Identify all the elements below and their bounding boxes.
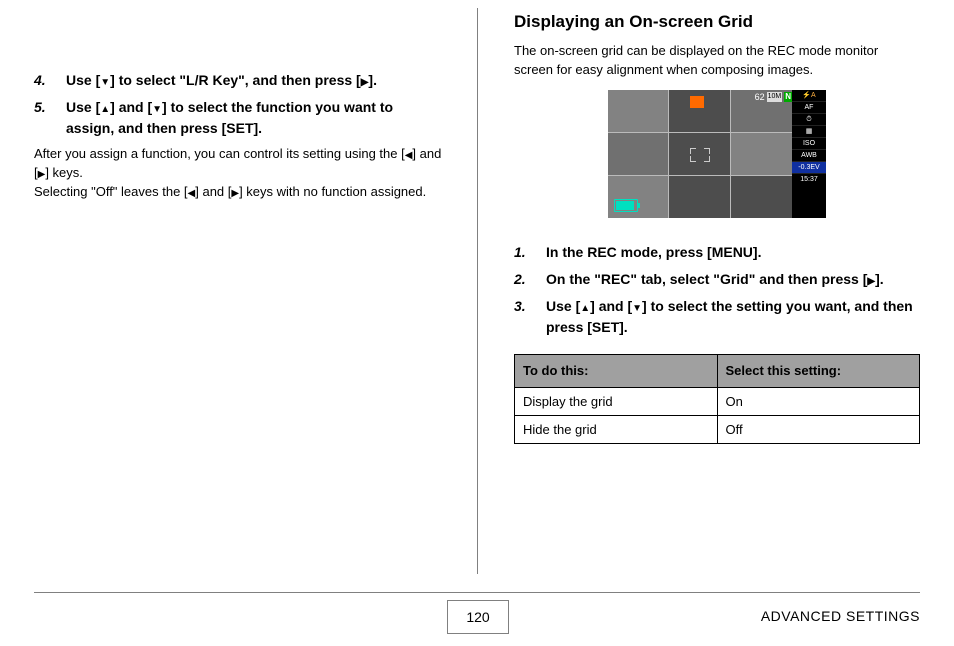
- step-4-body: Use [ ] to select "L/R Key", and then pre…: [66, 70, 444, 91]
- table-header-row: To do this: Select this setting:: [515, 354, 920, 387]
- focus-frame-icon: [690, 148, 710, 162]
- step-5-num: 5.: [34, 97, 56, 139]
- lb2a: Selecting "Off" leaves the [: [34, 184, 188, 199]
- step-3: 3. Use [] and [] to select the setting y…: [514, 296, 920, 338]
- step-1: 1. In the REC mode, press [MENU].: [514, 242, 920, 263]
- size-badge: 10M: [767, 92, 783, 102]
- step5-b: ] and [: [110, 99, 152, 115]
- meter-icon: ▦: [792, 126, 826, 138]
- step-4: 4. Use [ ] to select "L/R Key", and then …: [34, 70, 444, 91]
- left-body-1: After you assign a function, you can con…: [34, 145, 444, 183]
- timer-icon: ⏱: [792, 114, 826, 126]
- flash-icon: ⚡A: [792, 90, 826, 102]
- grid-line: [608, 132, 792, 133]
- table-row: Display the grid On: [515, 387, 920, 415]
- right-key-icon: [867, 269, 875, 290]
- step-3-body: Use [] and [] to select the setting you …: [546, 296, 920, 338]
- step-5-body: Use [] and [] to select the function you…: [66, 97, 444, 139]
- grid-cell: [608, 90, 668, 132]
- lb1c: ] keys.: [45, 165, 83, 180]
- ev-label: -0.3EV: [792, 162, 826, 174]
- table-cell: Display the grid: [515, 387, 718, 415]
- time-label: 15:37: [792, 174, 826, 185]
- table-cell: Hide the grid: [515, 415, 718, 443]
- step1-text: In the REC mode, press [MENU].: [546, 244, 761, 260]
- grid-cell: [731, 133, 792, 175]
- grid-line: [730, 90, 731, 218]
- table-header: To do this:: [515, 354, 718, 387]
- left-body-2: Selecting "Off" leaves the [ ] and [ ] key…: [34, 183, 444, 202]
- step-5: 5. Use [] and [] to select the function …: [34, 97, 444, 139]
- step-3-num: 3.: [514, 296, 536, 338]
- step5-a: Use [: [66, 99, 100, 115]
- up-key-icon: [580, 296, 590, 317]
- step4-c: ].: [368, 72, 377, 88]
- footer-divider: [34, 592, 920, 593]
- grid-line: [608, 175, 792, 176]
- table-cell: On: [717, 387, 920, 415]
- step-1-body: In the REC mode, press [MENU].: [546, 242, 920, 263]
- rec-indicator-icon: [690, 96, 704, 108]
- shots-remaining: 62: [755, 92, 765, 102]
- af-label: AF: [792, 102, 826, 114]
- table-header: Select this setting:: [717, 354, 920, 387]
- up-key-icon: [100, 97, 110, 118]
- lb2c: ] keys with no function assigned.: [239, 184, 426, 199]
- grid-cell: [608, 133, 668, 175]
- step2-a: On the "REC" tab, select "Grid" and then…: [546, 271, 867, 287]
- lb2b: ] and [: [195, 184, 231, 199]
- settings-table: To do this: Select this setting: Display…: [514, 354, 920, 444]
- down-key-icon: [152, 97, 162, 118]
- down-key-icon: [100, 70, 110, 91]
- step-2-body: On the "REC" tab, select "Grid" and then…: [546, 269, 920, 290]
- camera-screenshot: 62 10M N ⚡A AF ⏱ ▦ ISO AWB -0.3EV 15:37: [608, 90, 826, 218]
- page-number: 120: [447, 600, 509, 634]
- quality-badge: N: [784, 92, 792, 102]
- left-column: 4. Use [ ] to select "L/R Key", and then …: [34, 0, 444, 202]
- grid-line: [668, 90, 669, 218]
- footer-label: ADVANCED SETTINGS: [761, 608, 920, 624]
- step-2-num: 2.: [514, 269, 536, 290]
- step-1-num: 1.: [514, 242, 536, 263]
- battery-icon: [614, 199, 638, 212]
- awb-label: AWB: [792, 150, 826, 162]
- iso-label: ISO: [792, 138, 826, 150]
- step4-a: Use [: [66, 72, 100, 88]
- down-key-icon: [632, 296, 642, 317]
- table-cell: Off: [717, 415, 920, 443]
- right-key-icon: [231, 183, 239, 202]
- step-2: 2. On the "REC" tab, select "Grid" and t…: [514, 269, 920, 290]
- step3-a: Use [: [546, 298, 580, 314]
- right-column: Displaying an On-screen Grid The on-scre…: [514, 0, 920, 444]
- top-right-readout: 62 10M N: [755, 92, 792, 102]
- right-title: Displaying an On-screen Grid: [514, 12, 920, 32]
- step3-b: ] and [: [590, 298, 632, 314]
- lb1a: After you assign a function, you can con…: [34, 146, 405, 161]
- page: 4. Use [ ] to select "L/R Key", and then …: [0, 0, 954, 646]
- table-row: Hide the grid Off: [515, 415, 920, 443]
- side-panel: ⚡A AF ⏱ ▦ ISO AWB -0.3EV 15:37: [792, 90, 826, 218]
- step4-b: ] to select "L/R Key", and then press [: [110, 72, 361, 88]
- step-4-num: 4.: [34, 70, 56, 91]
- step2-b: ].: [875, 271, 884, 287]
- column-divider: [477, 8, 478, 574]
- right-intro: The on-screen grid can be displayed on t…: [514, 42, 920, 80]
